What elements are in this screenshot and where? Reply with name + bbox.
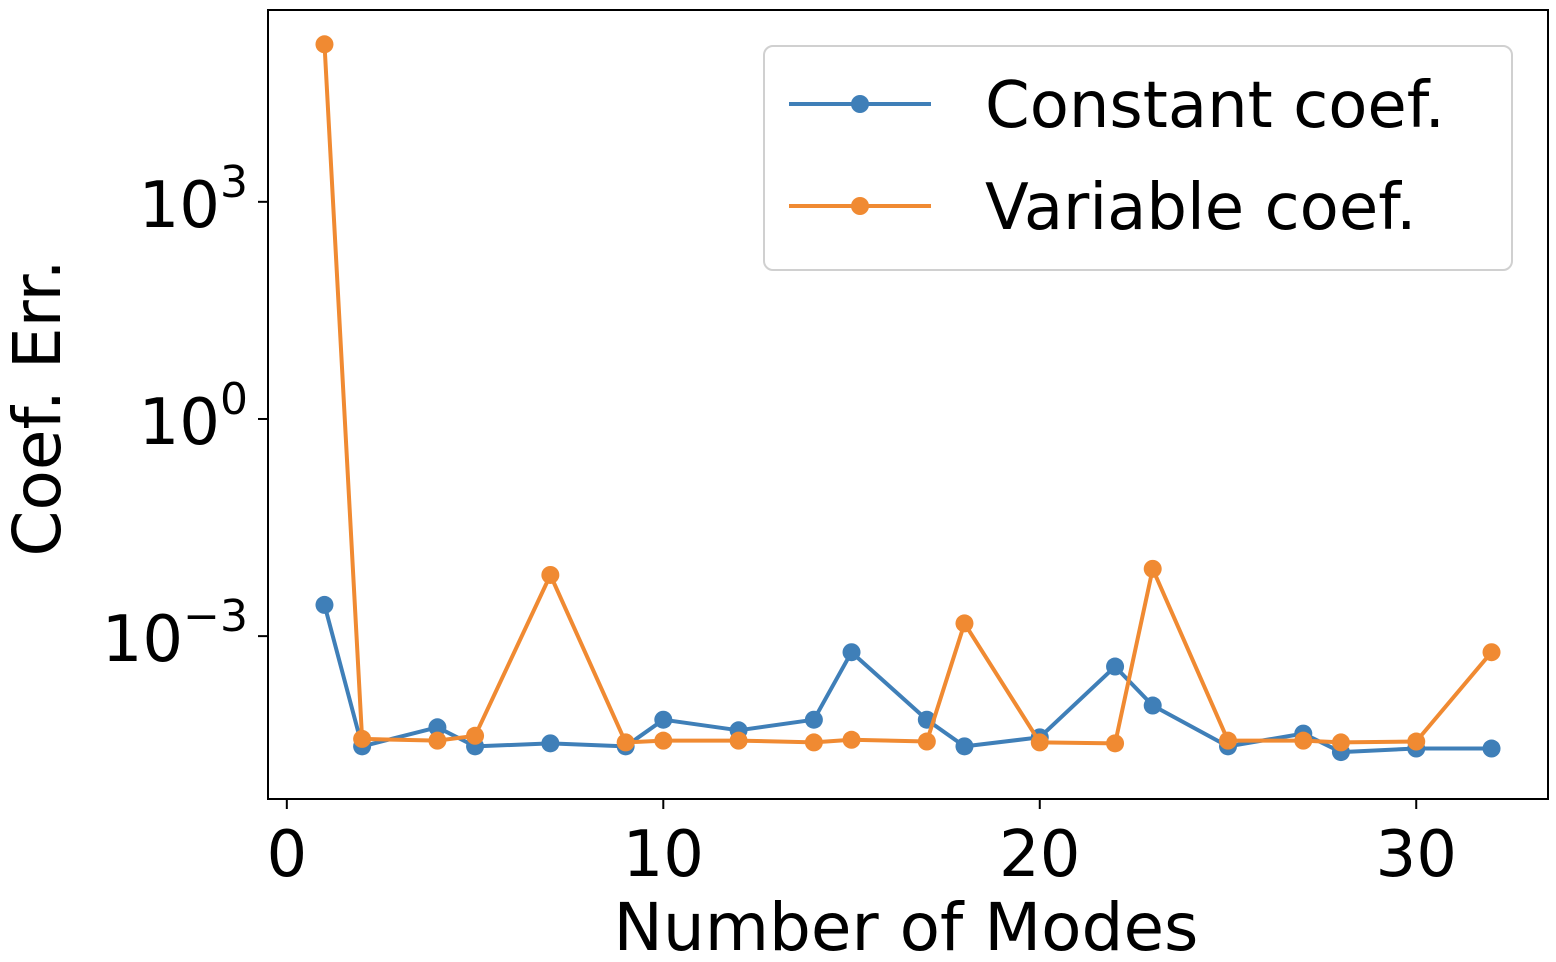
legend-label-constant: Constant coef. [985,69,1445,143]
data-point [842,643,861,662]
series-1 [315,35,1501,753]
x-tick-label: 10 [623,818,704,892]
x-axis-ticks: 0 10 20 30 [266,799,1457,892]
data-point [654,710,673,729]
data-point [1407,732,1426,751]
data-point [1143,559,1162,578]
data-point [654,731,673,750]
x-axis-label: Number of Modes [614,889,1199,962]
data-point [315,595,334,614]
legend: Constant coef. Variable coef. [763,45,1513,271]
data-point [428,731,447,750]
y-axis-label: Coef. Err. [0,259,76,556]
legend-label-variable: Variable coef. [985,171,1416,245]
y-axis-ticks: 103 100 10−3 [102,157,268,677]
data-point [1482,739,1501,758]
data-point [1106,657,1125,676]
data-point [1106,734,1125,753]
data-point [541,565,560,584]
data-point [428,718,447,737]
data-point [804,710,823,729]
x-tick-label: 20 [999,818,1080,892]
data-point [955,614,974,633]
data-point [466,726,485,745]
data-point [315,35,334,54]
data-point [616,733,635,752]
y-tick-label: 100 [139,374,248,460]
legend-marker-variable [851,197,869,215]
data-point [1030,733,1049,752]
x-tick-label: 30 [1376,818,1457,892]
data-point [842,730,861,749]
data-point [353,729,372,748]
data-point [955,737,974,756]
data-point [541,734,560,753]
data-point [917,732,936,751]
series-layer [315,35,1501,762]
legend-box [763,45,1513,271]
data-point [1219,731,1237,750]
y-tick-label: 10−3 [102,591,248,677]
data-point [1482,643,1501,662]
data-point [1143,696,1162,715]
x-tick-label: 0 [266,818,307,892]
data-point [1331,733,1350,752]
data-point [729,731,748,750]
y-tick-label: 103 [139,157,248,243]
data-point [804,733,823,752]
data-point [1294,731,1313,750]
series-line [322,44,1494,746]
series-line [322,604,1492,755]
legend-marker-constant [851,95,869,113]
